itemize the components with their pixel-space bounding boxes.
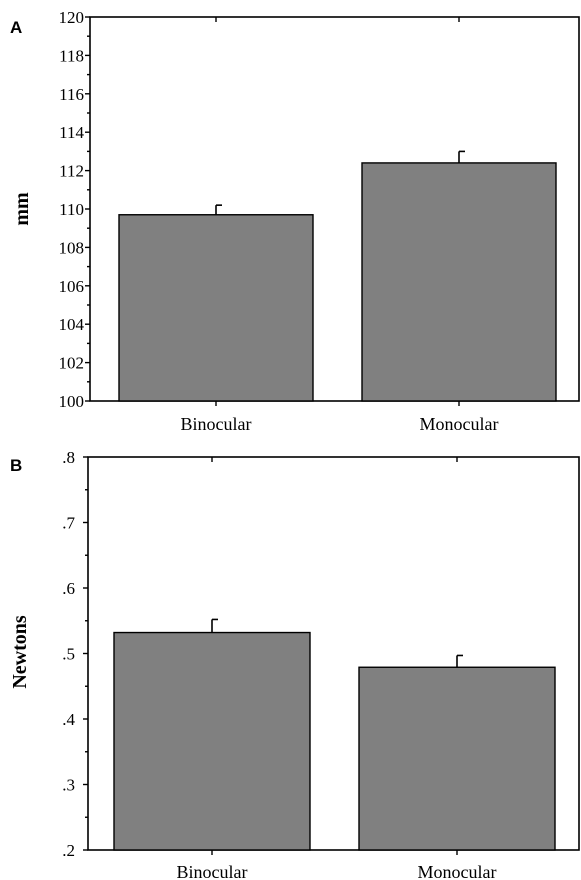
- panel-b-y-tick-label: .8: [62, 448, 75, 467]
- panel-b-bar-binocular: [113, 631, 311, 851]
- panel-a-y-tick-label: 104: [59, 315, 85, 334]
- panel-b-y-axis-title: Newtons: [9, 615, 31, 689]
- panel-a-bars: [118, 150, 557, 402]
- panel-a-y-tick-label: 116: [59, 85, 84, 104]
- panel-a-y-tick-label: 110: [59, 200, 84, 219]
- panel-b-y-tick-label: .4: [62, 710, 75, 729]
- panel-b-letter: B: [10, 456, 22, 475]
- panel-b-bars: [113, 618, 556, 851]
- panel-a-y-tick-label: 114: [59, 123, 84, 142]
- panel-a-bar-monocular: [361, 162, 557, 402]
- panel-a-y-tick-label: 100: [59, 392, 85, 411]
- panel-a-y-tick-label: 106: [59, 277, 85, 296]
- panel-a-category-label: Binocular: [181, 414, 252, 434]
- panel-a-y-tick-label: 102: [59, 354, 85, 373]
- panel-b-y-tick-label: .6: [62, 579, 75, 598]
- panel-a: A 100 102 104 106 108 110 112 114 116 118 120 Binoc…: [10, 8, 580, 434]
- panel-b-y-ticks: .2 .3 .4 .5 .6 .7 .8 Binocular Monocular: [62, 448, 496, 880]
- panel-b-category-label: Monocular: [418, 862, 497, 880]
- panel-b: B .2 .3 .4 .5 .6 .7 .8 Binocular Monocular Newto…: [9, 448, 580, 880]
- panel-b-y-tick-label: .2: [62, 841, 75, 860]
- panel-a-y-tick-label: 108: [59, 238, 85, 257]
- panel-a-y-ticks: 100 102 104 106 108 110 112 114 116 118 120 Binocul…: [59, 8, 499, 434]
- panel-b-y-tick-label: .7: [62, 514, 75, 533]
- panel-a-letter: A: [10, 18, 22, 37]
- panel-b-y-tick-label: .5: [62, 645, 75, 664]
- panel-a-y-tick-label: 118: [59, 46, 84, 65]
- panel-a-bar-binocular: [118, 214, 314, 402]
- panel-a-category-label: Monocular: [420, 414, 499, 434]
- panel-b-y-tick-label: .3: [62, 776, 75, 795]
- panel-b-category-label: Binocular: [177, 862, 248, 880]
- panel-a-y-tick-label: 112: [59, 162, 84, 181]
- panel-a-y-tick-label: 120: [59, 8, 85, 27]
- panel-a-y-axis-title: mm: [11, 192, 33, 226]
- panel-b-bar-monocular: [358, 666, 556, 851]
